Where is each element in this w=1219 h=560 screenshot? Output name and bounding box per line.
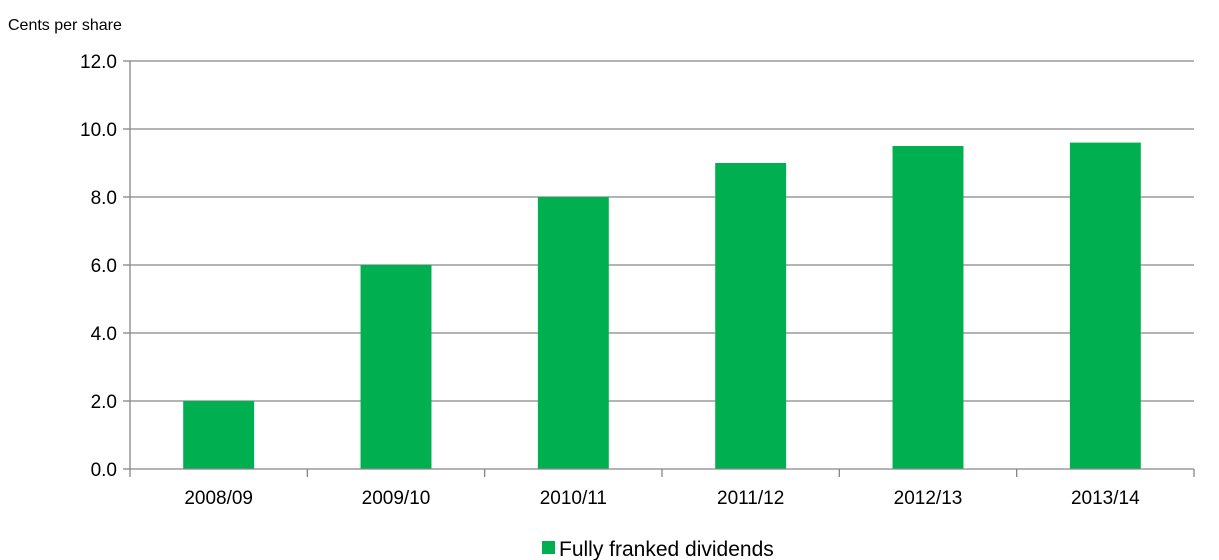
y-tick-label: 12.0 (80, 52, 117, 73)
y-tick-label: 8.0 (91, 188, 117, 209)
y-tick-label: 2.0 (91, 392, 117, 413)
bars (183, 142, 1141, 469)
bar (715, 163, 787, 469)
bar (360, 265, 432, 469)
bar (1069, 142, 1141, 469)
y-tick-label: 4.0 (91, 324, 117, 345)
legend: Fully franked dividends (542, 538, 774, 560)
bar (537, 197, 609, 469)
x-tick-label: 2013/14 (1071, 488, 1140, 509)
y-tick-label: 6.0 (91, 256, 117, 277)
legend-swatch (542, 541, 555, 554)
x-tick-label: 2009/10 (362, 488, 431, 509)
y-tick-label: 10.0 (80, 120, 117, 141)
bar (892, 146, 964, 469)
x-tick-label: 2012/13 (894, 488, 963, 509)
legend-label: Fully franked dividends (559, 538, 774, 560)
x-tick-label: 2010/11 (540, 488, 607, 509)
axes: 0.0 2.0 4.0 6.0 8.0 10.0 12.0 2008/09 2009/10 201… (80, 52, 1195, 509)
x-tick-label: 2008/09 (184, 488, 253, 509)
x-tick-label: 2011/12 (717, 488, 784, 509)
y-tick-label: 0.0 (91, 460, 117, 481)
y-axis-label: Cents per share (8, 17, 122, 34)
gridlines (130, 60, 1194, 402)
bar (183, 401, 255, 469)
